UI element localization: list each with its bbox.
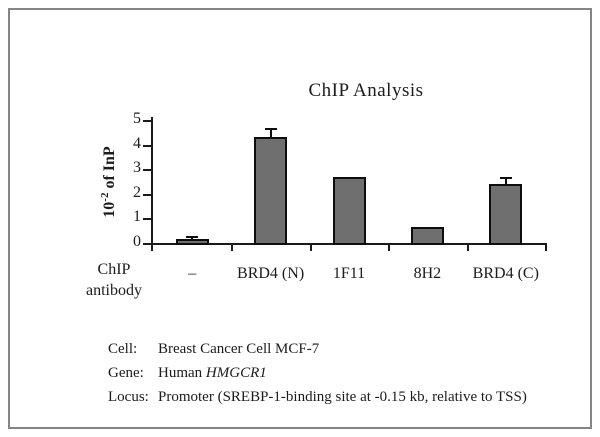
y-tick-label: 1: [133, 208, 141, 226]
bar-brd4-c-: [489, 183, 523, 245]
x-axis-caption-line1: ChIP: [97, 261, 131, 278]
annotation-label: Cell:: [108, 341, 138, 357]
bar-1f11: [332, 176, 366, 245]
y-tick-label: 3: [133, 159, 141, 177]
annotation-value: Promoter (SREBP-1-binding site at -0.15 …: [158, 389, 527, 405]
x-axis-caption-line2: antibody: [86, 282, 142, 299]
x-category-label: 1F11: [332, 265, 366, 282]
error-bar-stem: [504, 179, 507, 184]
y-tick: [143, 193, 151, 196]
x-tick: [545, 243, 547, 251]
error-bar-cap: [499, 177, 512, 180]
error-bar-stem: [191, 238, 194, 240]
error-bar-cap: [264, 127, 277, 130]
annotation-value: Human HMGCR1: [158, 365, 267, 381]
figure-frame: ChIP Analysis 10-2 of InP 0 1 2 3 4 5– BRD4 (N…: [8, 8, 592, 429]
annotation-value: Breast Cancer Cell MCF-7: [158, 341, 320, 357]
y-tick-label: 4: [133, 134, 141, 152]
x-category-label: –: [188, 265, 197, 282]
annotation-row-cell: Cell: Breast Cancer Cell MCF-7: [108, 337, 588, 361]
plot-area: 0 1 2 3 4 5 – BRD4 (N) 1F11 8H2 BRD4 (C): [10, 10, 600, 437]
annotation-label: Locus:: [108, 389, 149, 405]
bar-8h2: [410, 227, 444, 245]
y-tick: [143, 243, 151, 245]
y-tick: [143, 144, 151, 147]
y-tick: [143, 120, 151, 122]
annotation-row-locus: Locus: Promoter (SREBP-1-binding site at …: [108, 385, 588, 409]
x-category-label: 8H2: [413, 265, 442, 282]
y-tick: [143, 218, 151, 221]
y-tick: [143, 169, 151, 172]
annotation-label: Gene:: [108, 365, 144, 381]
x-category-label: BRD4 (C): [472, 265, 539, 282]
annotation-value-italic: HMGCR1: [205, 365, 267, 381]
error-bar-cap: [186, 236, 199, 239]
y-axis-line: [151, 117, 153, 251]
x-tick: [388, 243, 391, 251]
x-tick: [466, 243, 469, 251]
x-axis-caption: ChIP antibody: [64, 259, 164, 301]
y-tick-label: 2: [133, 183, 141, 201]
annotation-row-gene: Gene: Human HMGCR1: [108, 361, 588, 385]
x-tick: [309, 243, 312, 251]
annotation-block: Cell: Breast Cancer Cell MCF-7 Gene: Human …: [108, 337, 588, 409]
y-tick-label: 5: [133, 110, 141, 127]
chart-title: ChIP Analysis: [308, 80, 424, 101]
bar--: [175, 239, 209, 245]
bar-brd4-n-: [254, 137, 288, 245]
y-tick-label: 0: [133, 233, 141, 250]
x-tick: [231, 243, 234, 251]
x-category-label: BRD4 (N): [237, 265, 305, 282]
error-bar-stem: [269, 129, 272, 138]
